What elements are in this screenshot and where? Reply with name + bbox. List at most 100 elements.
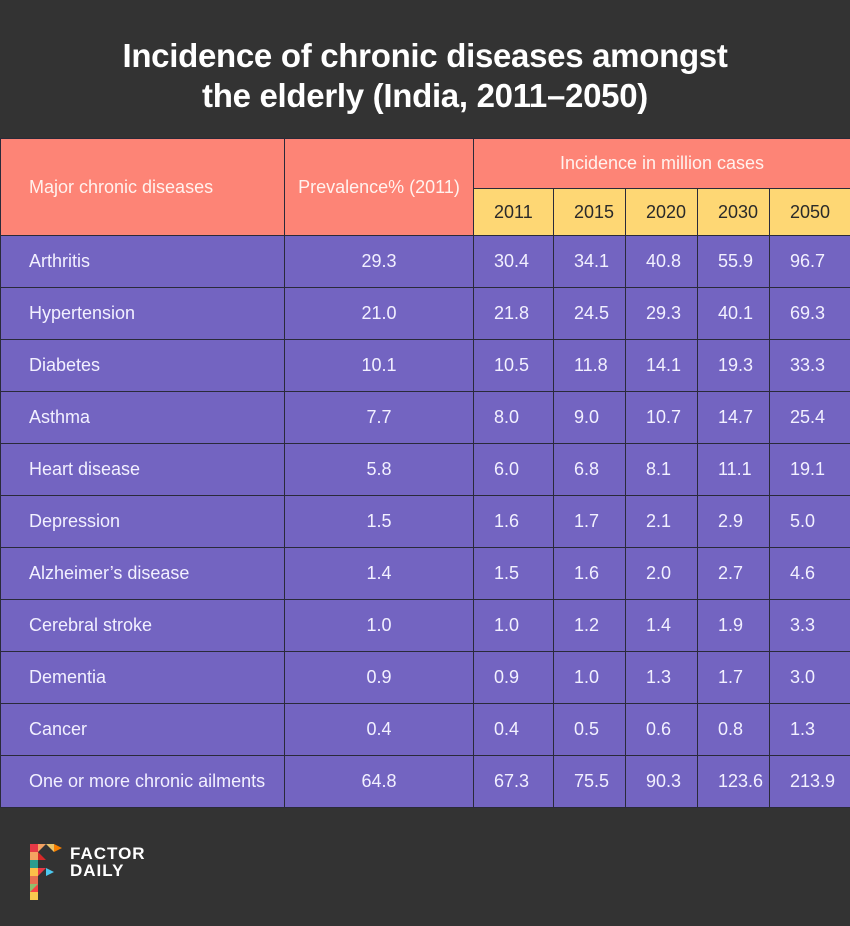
incidence-value-2011: 67.3 — [474, 756, 554, 808]
factor-daily-logo-text: FACTOR DAILY — [70, 845, 146, 879]
incidence-value-2050: 5.0 — [770, 496, 850, 548]
prevalence-value: 1.0 — [285, 600, 474, 652]
incidence-value-2030: 55.9 — [698, 236, 770, 288]
disease-name: Dementia — [1, 652, 285, 704]
incidence-value-2011: 6.0 — [474, 444, 554, 496]
factor-daily-logo-icon — [30, 844, 62, 900]
prevalence-value: 1.5 — [285, 496, 474, 548]
incidence-value-2030: 1.9 — [698, 600, 770, 652]
incidence-value-2020: 1.3 — [626, 652, 698, 704]
incidence-value-2050: 3.0 — [770, 652, 850, 704]
incidence-value-2020: 40.8 — [626, 236, 698, 288]
disease-name: Hypertension — [1, 288, 285, 340]
header-disease: Major chronic diseases — [1, 139, 285, 236]
incidence-value-2015: 9.0 — [554, 392, 626, 444]
incidence-value-2050: 25.4 — [770, 392, 850, 444]
incidence-value-2050: 4.6 — [770, 548, 850, 600]
incidence-value-2050: 3.3 — [770, 600, 850, 652]
header-year: 2015 — [554, 189, 626, 236]
disease-name: Cerebral stroke — [1, 600, 285, 652]
incidence-value-2020: 0.6 — [626, 704, 698, 756]
incidence-value-2015: 1.2 — [554, 600, 626, 652]
incidence-value-2011: 21.8 — [474, 288, 554, 340]
incidence-value-2015: 24.5 — [554, 288, 626, 340]
incidence-value-2050: 33.3 — [770, 340, 850, 392]
incidence-value-2020: 1.4 — [626, 600, 698, 652]
incidence-value-2011: 10.5 — [474, 340, 554, 392]
footer: FACTOR DAILY — [0, 808, 850, 926]
incidence-value-2011: 30.4 — [474, 236, 554, 288]
incidence-value-2020: 14.1 — [626, 340, 698, 392]
header-incidence: Incidence in million cases — [474, 139, 850, 189]
disease-name: Asthma — [1, 392, 285, 444]
incidence-value-2015: 11.8 — [554, 340, 626, 392]
disease-name: Heart disease — [1, 444, 285, 496]
prevalence-value: 10.1 — [285, 340, 474, 392]
incidence-value-2030: 11.1 — [698, 444, 770, 496]
prevalence-value: 29.3 — [285, 236, 474, 288]
incidence-value-2011: 1.6 — [474, 496, 554, 548]
title-line-1: Incidence of chronic diseases amongst — [0, 36, 850, 76]
disease-name: Alzheimer’s disease — [1, 548, 285, 600]
incidence-value-2030: 14.7 — [698, 392, 770, 444]
incidence-value-2015: 34.1 — [554, 236, 626, 288]
incidence-value-2050: 19.1 — [770, 444, 850, 496]
incidence-value-2020: 8.1 — [626, 444, 698, 496]
incidence-value-2020: 10.7 — [626, 392, 698, 444]
incidence-value-2011: 1.0 — [474, 600, 554, 652]
incidence-value-2015: 75.5 — [554, 756, 626, 808]
incidence-value-2030: 2.7 — [698, 548, 770, 600]
prevalence-value: 5.8 — [285, 444, 474, 496]
disease-name: One or more chronic ailments — [1, 756, 285, 808]
disease-name: Arthritis — [1, 236, 285, 288]
prevalence-value: 0.9 — [285, 652, 474, 704]
incidence-value-2050: 69.3 — [770, 288, 850, 340]
title-line-2: the elderly (India, 2011–2050) — [0, 76, 850, 116]
header-year: 2011 — [474, 189, 554, 236]
incidence-value-2050: 213.9 — [770, 756, 850, 808]
incidence-value-2011: 1.5 — [474, 548, 554, 600]
disease-name: Cancer — [1, 704, 285, 756]
header-year: 2030 — [698, 189, 770, 236]
prevalence-value: 64.8 — [285, 756, 474, 808]
header-prevalence: Prevalence% (2011) — [285, 139, 474, 236]
prevalence-value: 7.7 — [285, 392, 474, 444]
incidence-value-2030: 1.7 — [698, 652, 770, 704]
incidence-value-2030: 0.8 — [698, 704, 770, 756]
incidence-value-2030: 123.6 — [698, 756, 770, 808]
incidence-value-2020: 2.1 — [626, 496, 698, 548]
incidence-value-2030: 19.3 — [698, 340, 770, 392]
incidence-value-2020: 90.3 — [626, 756, 698, 808]
incidence-value-2011: 0.4 — [474, 704, 554, 756]
incidence-value-2011: 8.0 — [474, 392, 554, 444]
incidence-value-2020: 2.0 — [626, 548, 698, 600]
chart-title: Incidence of chronic diseases amongst th… — [0, 0, 850, 138]
prevalence-value: 0.4 — [285, 704, 474, 756]
incidence-value-2015: 1.0 — [554, 652, 626, 704]
header-year: 2050 — [770, 189, 850, 236]
incidence-value-2015: 1.7 — [554, 496, 626, 548]
disease-table: Major chronic diseases Prevalence% (2011… — [0, 138, 850, 808]
incidence-value-2030: 2.9 — [698, 496, 770, 548]
header-year: 2020 — [626, 189, 698, 236]
incidence-value-2020: 29.3 — [626, 288, 698, 340]
disease-name: Depression — [1, 496, 285, 548]
incidence-value-2015: 0.5 — [554, 704, 626, 756]
incidence-value-2015: 1.6 — [554, 548, 626, 600]
incidence-value-2030: 40.1 — [698, 288, 770, 340]
prevalence-value: 1.4 — [285, 548, 474, 600]
incidence-value-2050: 1.3 — [770, 704, 850, 756]
incidence-value-2015: 6.8 — [554, 444, 626, 496]
incidence-value-2011: 0.9 — [474, 652, 554, 704]
